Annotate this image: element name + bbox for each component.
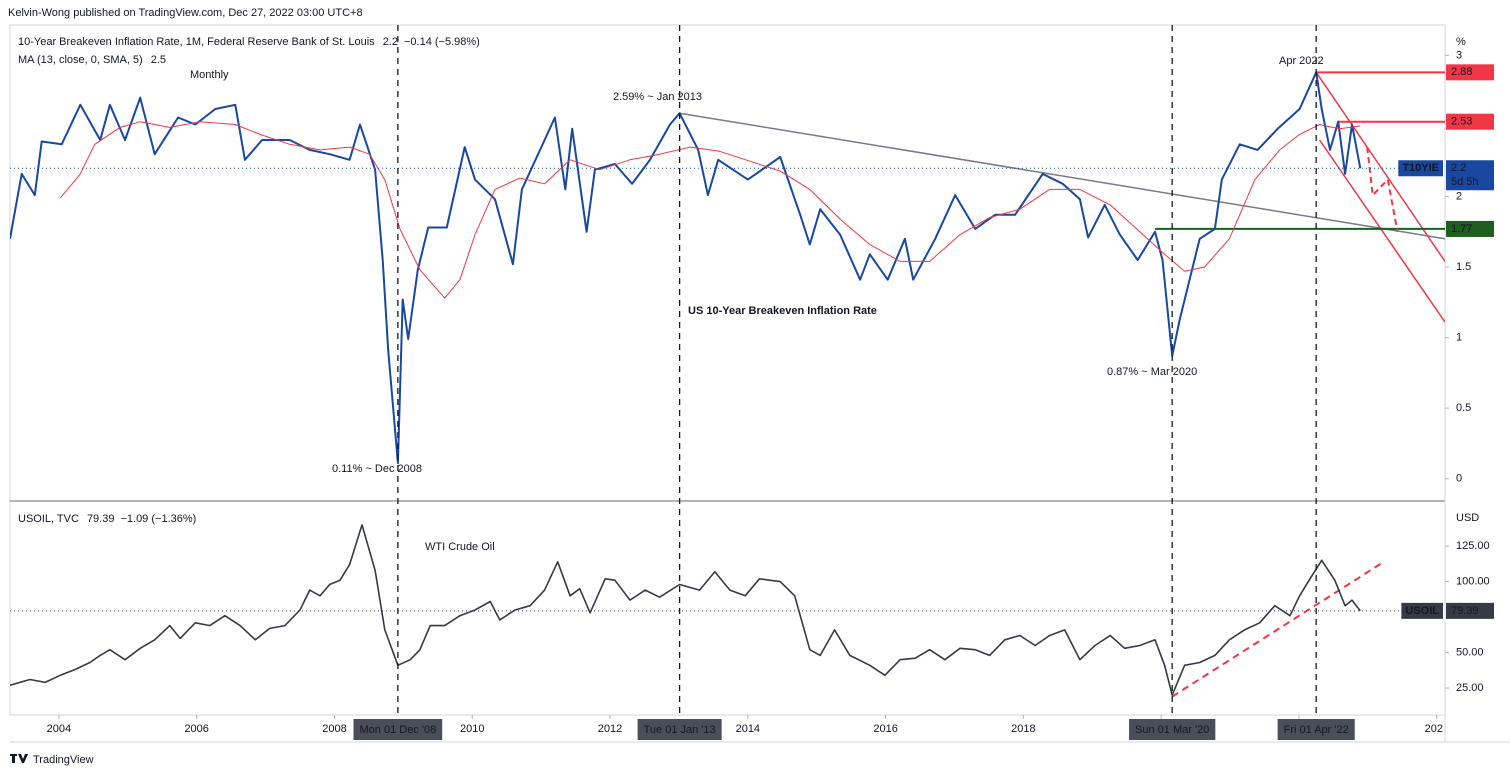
x-tick-label: 2004 [47, 723, 71, 735]
level-label-box [1446, 220, 1494, 237]
x-tick-label: 2008 [322, 723, 346, 735]
level-label: 2.88 [1451, 66, 1472, 78]
y-tick-label: 1.5 [1456, 261, 1471, 273]
legend-ma-name: MA (13, close, 0, SMA, 5) [18, 54, 143, 66]
legend-change: −1.09 (−1.36%) [120, 513, 196, 525]
level-label-box [1446, 64, 1494, 81]
annotation: 0.87% ~ Mar 2020 [1107, 366, 1197, 378]
marker-label: Sun 01 Mar '20 [1135, 724, 1209, 736]
brand-logo: TradingView [10, 754, 94, 766]
symbol-box [1398, 160, 1443, 177]
y-tick-label: 2 [1456, 190, 1462, 202]
y-tick-label: 3 [1456, 49, 1462, 61]
legend-value: 2.2 [383, 36, 398, 48]
y-tick-label: 1 [1456, 331, 1462, 343]
legend-value: 79.39 [87, 513, 115, 525]
x-tick-label: 2012 [598, 723, 622, 735]
trendline [679, 112, 1445, 240]
x-tick-label: 2006 [184, 723, 208, 735]
logo-mark [10, 754, 28, 763]
symbol-label: T10YIE [1402, 162, 1439, 174]
legend-ma-value: 2.5 [151, 54, 166, 66]
series-line [10, 524, 1361, 696]
symbol-box [1401, 602, 1443, 619]
last-value-label: 79.39 [1451, 605, 1479, 617]
last-value-label: 2.2 [1451, 162, 1466, 174]
marker-label: Fri 01 Apr '22 [1284, 724, 1349, 736]
level-label: 2.53 [1451, 116, 1472, 128]
trendline [1171, 562, 1383, 698]
trendline [1318, 139, 1445, 323]
annotation: US 10-Year Breakeven Inflation Rate [688, 305, 877, 317]
legend-change: −0.14 (−5.98%) [404, 36, 480, 48]
y-tick-label: 125.00 [1456, 540, 1490, 552]
y-tick-label: 100.00 [1456, 576, 1490, 588]
level-label-box [1446, 113, 1494, 130]
marker-box [353, 719, 443, 740]
annotation: Monthly [190, 69, 229, 81]
y-tick-label: 0 [1456, 473, 1462, 485]
y-unit: % [1456, 36, 1466, 48]
annotation: 2.59% ~ Jan 2013 [613, 91, 702, 103]
level-label: 1.77 [1451, 223, 1472, 235]
brand: TradingView [33, 754, 94, 766]
y-tick-label: 50.00 [1456, 646, 1484, 658]
x-tick-label: 2016 [873, 723, 897, 735]
symbol-label: USOIL [1405, 605, 1439, 617]
publisher: Kelvin-Wong published on TradingView.com… [8, 7, 363, 19]
y-unit: USD [1456, 512, 1479, 524]
x-tick-label: 202 [1425, 723, 1443, 735]
y-tick-label: 0.5 [1456, 402, 1471, 414]
last-value-box [1446, 160, 1494, 191]
pane: 25.00 50.00 100.00 125.00 USD 79.39 USOIL USOIL… [10, 25, 1494, 740]
projection-path [1366, 146, 1399, 232]
marker-label: Mon 01 Dec '08 [360, 724, 437, 736]
annotation: Apr 2022 [1279, 55, 1324, 67]
y-tick-label: 25.00 [1456, 682, 1484, 694]
legend-title: 10-Year Breakeven Inflation Rate, 1M, Fe… [18, 36, 375, 48]
last-value-box [1446, 602, 1494, 619]
pane-plot [10, 524, 1445, 698]
annotation: 0.11% ~ Dec 2008 [332, 463, 422, 475]
marker-box [1277, 719, 1355, 740]
x-tick-label: 2010 [460, 723, 484, 735]
marker-box [1129, 719, 1216, 740]
annotation: WTI Crude Oil [425, 541, 495, 553]
x-tick-label: 2014 [736, 723, 760, 735]
marker-label: Tue 01 Jan '13 [644, 724, 716, 736]
countdown-label: 5d 5h [1451, 176, 1479, 188]
marker-box [637, 719, 722, 740]
legend-title: USOIL, TVC [18, 513, 79, 525]
series-line [59, 121, 1361, 299]
x-tick-label: 2018 [1011, 723, 1035, 735]
